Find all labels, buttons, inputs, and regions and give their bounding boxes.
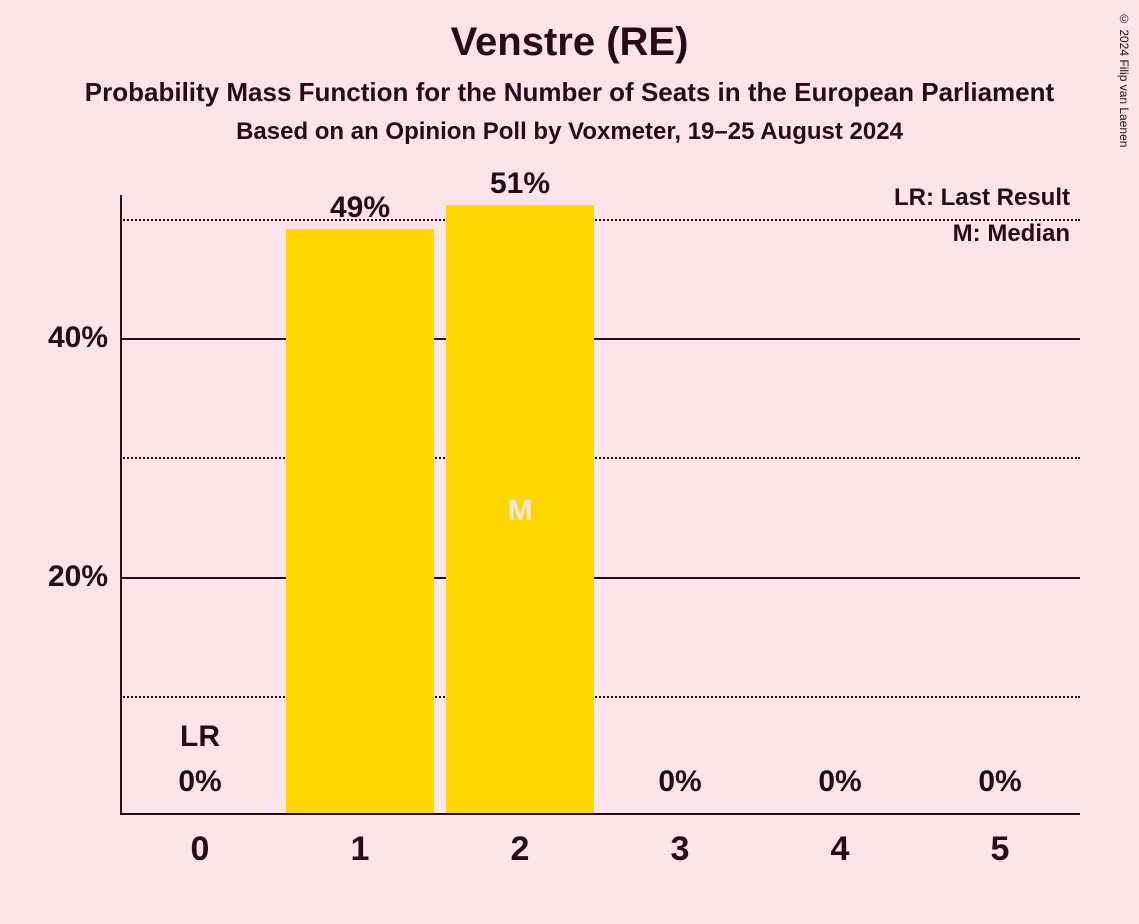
gridline-minor	[120, 696, 1080, 698]
x-tick-label: 0	[120, 830, 280, 869]
last-result-marker: LR	[120, 720, 280, 754]
bar-value-label: 0%	[920, 765, 1080, 799]
gridline-minor	[120, 457, 1080, 459]
gridline-major	[120, 577, 1080, 579]
chart-title: Venstre (RE)	[0, 20, 1139, 65]
chart-subtitle-2: Based on an Opinion Poll by Voxmeter, 19…	[0, 118, 1139, 146]
x-tick-label: 3	[600, 830, 760, 869]
x-tick-label: 4	[760, 830, 920, 869]
x-tick-label: 5	[920, 830, 1080, 869]
x-axis	[120, 813, 1080, 815]
bar-value-label: 0%	[760, 765, 920, 799]
y-tick-label: 40%	[8, 321, 108, 355]
gridline-minor	[120, 219, 1080, 221]
chart-area: LR: Last Result M: Median 20%40%0%LR049%…	[120, 195, 1080, 815]
bar-value-label: 49%	[280, 191, 440, 225]
bar-value-label: 51%	[440, 167, 600, 201]
y-tick-label: 20%	[8, 560, 108, 594]
bar-value-label: 0%	[600, 765, 760, 799]
legend-lr: LR: Last Result	[894, 180, 1070, 216]
chart-legend: LR: Last Result M: Median	[894, 180, 1070, 252]
title-block: Venstre (RE) Probability Mass Function f…	[0, 0, 1139, 146]
x-tick-label: 1	[280, 830, 440, 869]
x-tick-label: 2	[440, 830, 600, 869]
bar	[286, 229, 433, 813]
bar-value-label: 0%	[120, 765, 280, 799]
copyright-text: © 2024 Filip van Laenen	[1117, 12, 1131, 147]
median-marker: M	[508, 494, 533, 528]
chart-subtitle-1: Probability Mass Function for the Number…	[0, 77, 1139, 108]
legend-m: M: Median	[894, 216, 1070, 252]
gridline-major	[120, 338, 1080, 340]
